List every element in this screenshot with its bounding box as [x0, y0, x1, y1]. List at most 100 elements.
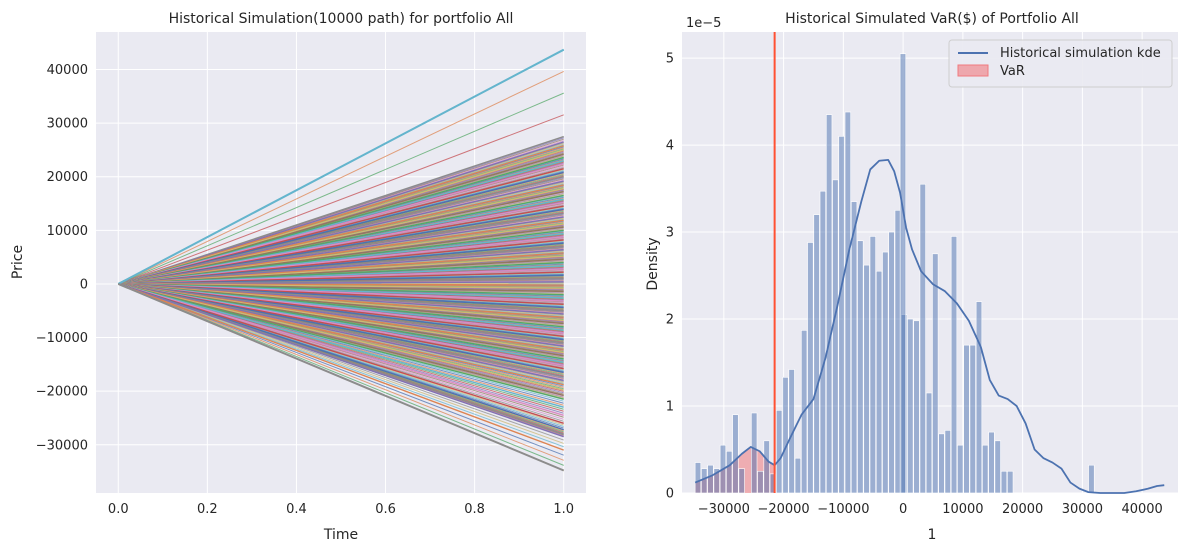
histogram-bar — [807, 242, 814, 494]
left-x-axis-label: Time — [323, 527, 358, 543]
histogram-bar — [832, 179, 839, 494]
histogram-bar — [863, 264, 870, 494]
right-chart: −30000 −20000 −10000 0 10000 20000 30000 40000 … — [645, 11, 1178, 543]
simulation-path — [118, 283, 564, 438]
simulation-path — [118, 283, 564, 391]
histogram-bar — [994, 440, 1001, 494]
histogram-bar — [1000, 470, 1008, 494]
histogram-bar — [757, 470, 764, 494]
right-y-ticks: 0 1 2 3 4 5 — [666, 52, 674, 502]
right-x-axis-label: 1 — [928, 527, 937, 543]
histogram-bar — [919, 183, 926, 494]
histogram-bar — [982, 444, 989, 494]
histogram-bar — [944, 430, 951, 494]
left-y-tick-label: 40000 — [47, 63, 88, 78]
simulation-path-max — [117, 48, 565, 285]
histogram-bar — [957, 444, 964, 494]
left-x-ticks: 0.0 0.2 0.4 0.6 0.8 1.0 — [108, 502, 574, 517]
right-y-tick-label: 4 — [666, 139, 674, 154]
legend-kde-label: Historical simulation kde — [1000, 46, 1161, 61]
histogram-bar — [819, 190, 826, 494]
right-x-tick-label: −20000 — [757, 502, 809, 517]
left-chart: 0.0 0.2 0.4 0.6 0.8 1.0 −30000 −20000 −10000 0 10… — [10, 11, 586, 543]
histogram-bar — [769, 473, 777, 494]
histogram-bar — [1007, 470, 1014, 494]
simulation-path — [118, 283, 564, 400]
histogram-bar — [1088, 464, 1095, 494]
kde-curve — [694, 158, 1165, 494]
histogram-bar — [707, 464, 714, 494]
legend-frame — [948, 39, 1173, 88]
right-y-tick-label: 1 — [666, 400, 674, 415]
histogram-bar — [732, 414, 739, 494]
left-y-tick-label: −30000 — [36, 438, 88, 453]
histogram-bar — [713, 468, 720, 494]
left-y-tick-label: 20000 — [47, 170, 88, 185]
left-simulation-paths — [117, 48, 565, 472]
simulation-path — [118, 283, 564, 408]
simulation-path — [118, 283, 564, 416]
left-x-tick-label: 0.6 — [375, 502, 396, 517]
right-y-tick-label: 0 — [666, 487, 674, 502]
histogram-bar — [763, 440, 770, 494]
simulation-path — [118, 135, 564, 285]
legend: Historical simulation kde VaR — [948, 39, 1173, 88]
simulation-path — [118, 114, 564, 285]
histogram-bar — [888, 231, 895, 494]
histogram-bar-peak — [899, 53, 907, 494]
right-x-tick-label: 40000 — [1121, 502, 1162, 517]
legend-var-label: VaR — [1000, 64, 1025, 79]
left-x-tick-label: 0.8 — [464, 502, 485, 517]
right-y-tick-label: 3 — [666, 226, 674, 241]
histogram-bar — [850, 201, 858, 494]
left-y-ticks: −30000 −20000 −10000 0 10000 20000 30000 40000 — [36, 63, 88, 453]
kde-line — [694, 158, 1165, 494]
right-x-tick-label: 10000 — [942, 502, 983, 517]
right-x-tick-label: −10000 — [817, 502, 869, 517]
left-y-tick-label: −10000 — [36, 331, 88, 346]
simulation-path — [118, 283, 564, 444]
simulation-path — [118, 283, 564, 456]
histogram-bar — [882, 251, 889, 494]
histogram-bar — [738, 468, 745, 494]
right-x-tick-label: 20000 — [1002, 502, 1043, 517]
right-chart-title: Historical Simulated VaR($) of Portfolio… — [785, 11, 1079, 27]
histogram-bar — [838, 136, 845, 494]
histogram-bar — [913, 320, 920, 494]
right-x-tick-label: 0 — [899, 502, 907, 517]
right-y-tick-label: 5 — [666, 52, 674, 67]
right-y-axis-label: Density — [645, 237, 661, 290]
histogram-bar — [701, 468, 708, 494]
left-y-axis-label: Price — [10, 245, 26, 279]
left-x-tick-label: 0.0 — [108, 502, 129, 517]
histogram-bar — [950, 236, 958, 494]
simulation-path — [118, 283, 564, 424]
right-y-scale-label: 1e−5 — [686, 16, 721, 31]
histogram-bar — [938, 433, 945, 494]
left-y-tick-label: 0 — [80, 277, 88, 292]
histogram-bar — [751, 412, 758, 494]
left-x-tick-label: 1.0 — [553, 502, 574, 517]
legend-var-swatch — [957, 64, 989, 77]
right-x-tick-label: 30000 — [1062, 502, 1103, 517]
right-x-tick-label: −30000 — [698, 502, 750, 517]
histogram-bar — [975, 301, 983, 494]
left-x-tick-label: 0.4 — [286, 502, 307, 517]
simulation-path — [118, 283, 564, 461]
histogram-bar — [726, 450, 733, 494]
histogram-bar — [869, 236, 876, 494]
histogram-bar — [875, 270, 883, 494]
simulation-path — [118, 92, 564, 285]
histogram-bar — [894, 210, 901, 494]
histogram-bar — [794, 457, 802, 494]
histogram-bar — [857, 240, 864, 494]
left-x-tick-label: 0.2 — [197, 502, 218, 517]
histogram-bar — [988, 431, 995, 494]
histogram-bar — [788, 369, 795, 494]
simulation-path — [118, 283, 564, 386]
histogram-bar — [782, 377, 789, 494]
simulation-path — [118, 283, 564, 451]
simulation-path — [118, 163, 564, 285]
histogram-bar — [813, 214, 820, 494]
